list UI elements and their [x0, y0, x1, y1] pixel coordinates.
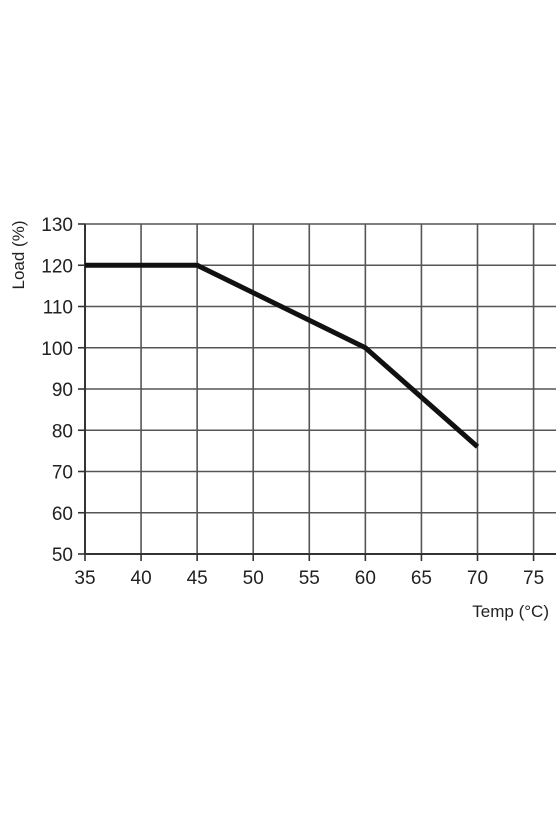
x-tick-label: 45 — [187, 568, 208, 589]
series-line — [85, 262, 480, 449]
y-tick-label: 90 — [52, 380, 73, 401]
x-axis-label: Temp (°C) — [472, 602, 549, 621]
x-tick-label: 65 — [411, 568, 432, 589]
x-tick-label: 50 — [243, 568, 264, 589]
y-tick-label: 80 — [52, 421, 73, 442]
y-tick-label: 100 — [41, 339, 73, 360]
y-tick-label: 130 — [41, 215, 73, 236]
x-tick-label: 70 — [467, 568, 488, 589]
x-tick-label: 35 — [74, 568, 95, 589]
y-tick-label: 50 — [52, 545, 73, 566]
y-tick-label: 70 — [52, 463, 73, 484]
series-layer — [84, 262, 480, 449]
y-tick-label: 60 — [52, 504, 73, 525]
y-axis-label: Load (%) — [9, 221, 28, 290]
grid — [85, 223, 556, 554]
tick-labels: 35 40 45 50 55 60 65 70 75 50 60 70 80 90 100 110 120 130 — [41, 215, 544, 589]
x-tick-label: 75 — [523, 568, 544, 589]
x-tick-label: 60 — [355, 568, 376, 589]
y-tick-label: 120 — [41, 256, 73, 277]
x-tick-label: 40 — [131, 568, 152, 589]
x-tick-label: 55 — [299, 568, 320, 589]
axes — [78, 223, 556, 561]
y-tick-label: 110 — [43, 298, 73, 319]
